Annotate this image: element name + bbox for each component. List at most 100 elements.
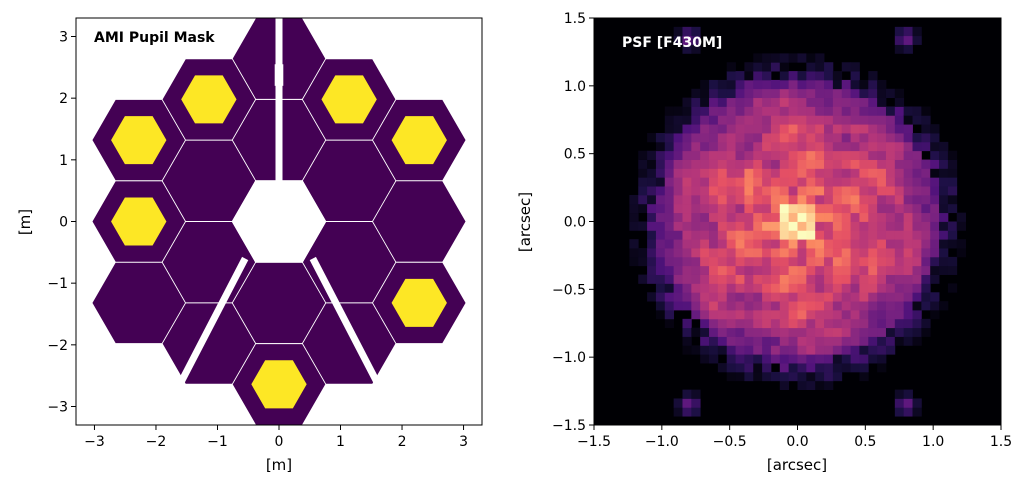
psf-pixel	[779, 79, 790, 90]
psf-pixel	[850, 212, 860, 222]
psf-pixel	[877, 309, 887, 320]
psf-pixel	[753, 97, 763, 107]
psf-pixel	[762, 336, 772, 346]
psf-pixel	[673, 248, 683, 258]
psf-pixel	[806, 186, 816, 196]
psf-pixel	[700, 309, 710, 320]
psf-pixel	[841, 177, 851, 187]
psf-pixel	[815, 354, 825, 364]
psf-pixel	[700, 194, 710, 205]
psf-pixel	[806, 97, 816, 107]
psf-pixel	[682, 124, 692, 134]
psf-pixel	[841, 336, 851, 346]
psf-pixel	[664, 212, 675, 222]
psf-pixel	[797, 53, 807, 63]
psf-pixel	[717, 301, 728, 311]
psf-pixel	[779, 194, 790, 205]
psf-pixel	[709, 345, 719, 355]
psf-pixel	[744, 292, 754, 302]
psf-pixel	[682, 283, 692, 293]
psf-pixel	[797, 115, 807, 125]
psf-pixel	[691, 194, 701, 205]
psf-ytick-label: 1.5	[564, 11, 586, 27]
psf-pixel	[762, 230, 772, 240]
psf-pixel	[762, 79, 772, 90]
psf-pixel	[939, 203, 949, 214]
psf-pixel	[824, 256, 834, 267]
psf-pixel	[824, 71, 834, 81]
psf-pixel	[894, 327, 905, 337]
psf-pixel	[912, 177, 922, 187]
psf-pixel	[700, 336, 710, 346]
psf-pixel	[726, 97, 736, 107]
psf-pixel	[673, 159, 683, 169]
psf-pixel	[894, 26, 905, 37]
psf-pixel	[815, 327, 825, 337]
psf-pixel	[655, 203, 666, 214]
psf-pixel	[770, 141, 781, 152]
psf-pixel	[921, 203, 931, 214]
psf-pixel	[726, 371, 736, 382]
psf-pixel	[664, 256, 675, 267]
psf-pixel	[700, 79, 710, 90]
psf-pixel	[947, 283, 958, 293]
pupil-ytick-label: 2	[59, 91, 68, 107]
psf-pixel	[762, 283, 772, 293]
psf-pixel	[744, 354, 754, 364]
psf-pixel	[850, 239, 860, 249]
psf-pixel	[850, 309, 860, 320]
psf-pixel	[709, 133, 719, 143]
psf-pixel	[726, 283, 736, 293]
psf-pixel	[903, 274, 913, 284]
psf-pixel	[673, 265, 683, 275]
psf-pixel	[726, 212, 736, 222]
psf-pixel	[930, 124, 940, 134]
psf-pixel	[797, 133, 807, 143]
psf-pixel	[770, 203, 781, 214]
psf-pixel	[788, 345, 798, 355]
psf-pixel	[726, 141, 736, 152]
psf-pixel	[841, 194, 851, 205]
psf-pixel	[868, 97, 878, 107]
psf-pixel	[788, 265, 798, 275]
psf-pixel	[824, 115, 834, 125]
psf-pixel	[717, 124, 728, 134]
psf-pixel	[788, 159, 798, 169]
psf-pixel	[850, 283, 860, 293]
psf-pixel	[859, 292, 869, 302]
psf-pixel	[841, 230, 851, 240]
psf-pixel	[753, 239, 763, 249]
psf-pixel	[806, 124, 816, 134]
psf-pixel	[655, 141, 666, 152]
psf-pixel	[894, 106, 905, 116]
mask-hole	[321, 75, 377, 124]
psf-pixel	[850, 354, 860, 364]
psf-pixel	[700, 248, 710, 258]
psf-pixel	[717, 256, 728, 267]
psf-pixel	[903, 133, 913, 143]
psf-pixel	[788, 248, 798, 258]
psf-pixel	[647, 212, 657, 222]
psf-pixel	[894, 292, 905, 302]
psf-pixel	[841, 203, 851, 214]
psf-pixel	[903, 44, 913, 54]
psf-pixel	[762, 371, 772, 382]
pupil-mask-title: AMI Pupil Mask	[94, 30, 215, 46]
psf-pixel	[930, 256, 940, 267]
psf-pixel	[921, 186, 931, 196]
psf-pixel	[841, 363, 851, 373]
psf-pixel	[638, 177, 648, 187]
psf-pixel	[682, 345, 692, 355]
psf-pixel	[762, 115, 772, 125]
psf-pixel	[700, 106, 710, 116]
psf-pixel	[806, 256, 816, 267]
psf-pixel	[850, 150, 860, 160]
psf-pixel	[824, 141, 834, 152]
psf-pixel	[779, 327, 790, 337]
psf-pixel	[930, 194, 940, 205]
psf-pixel	[638, 221, 648, 231]
psf-pixel	[788, 327, 798, 337]
psf-pixel	[815, 371, 825, 382]
psf-pixel	[655, 256, 666, 267]
psf-pixel	[894, 150, 905, 160]
